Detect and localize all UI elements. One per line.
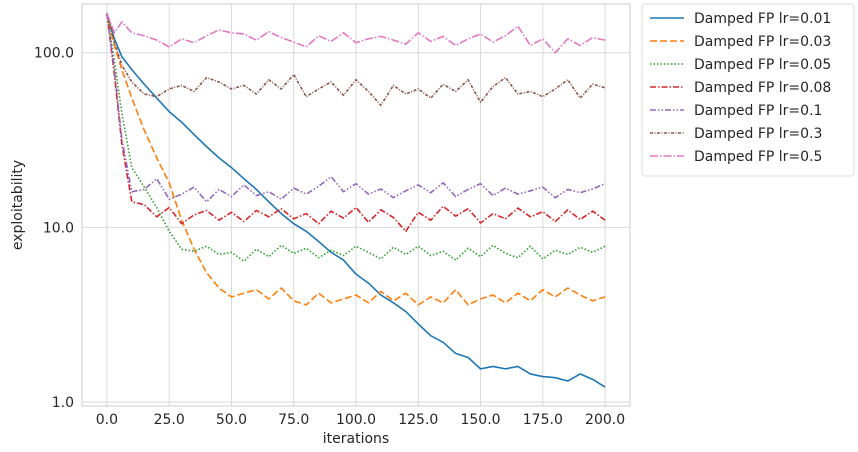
series-line-damped-fp-lr-0-3 [106,13,606,107]
legend-entry-label: Damped FP lr=0.5 [694,149,822,165]
x-tick-label: 25.0 [154,412,185,428]
x-tick-label: 50.0 [216,412,247,428]
legend-box [641,3,855,177]
x-axis-label: iterations [323,431,389,447]
y-axis-label: exploitability [10,160,26,250]
x-tick-label: 100.0 [336,412,376,428]
legend-entry-label: Damped FP lr=0.03 [694,34,831,50]
y-tick-label: 10.0 [43,220,74,236]
legend-entry-label: Damped FP lr=0.1 [694,103,822,119]
legend-entry-label: Damped FP lr=0.3 [694,126,822,142]
legend: Damped FP lr=0.01 Damped FP lr=0.03 Damped… [641,3,855,177]
series-line-damped-fp-lr-0-01 [106,13,606,388]
legend-entry-label: Damped FP lr=0.05 [694,57,831,73]
x-axis-ticks: 0.0 25.0 50.0 75.0 100.0 125.0 150.0 175.0 200.0 [96,412,625,428]
legend-entry-label: Damped FP lr=0.01 [694,11,831,27]
x-tick-label: 200.0 [585,412,625,428]
y-tick-label: 1.0 [52,395,74,411]
x-tick-label: 150.0 [460,412,500,428]
y-tick-label: 100.0 [34,46,74,62]
series-line-damped-fp-lr-0-05 [106,13,606,263]
plot-area [81,3,631,407]
x-tick-label: 125.0 [398,412,438,428]
x-tick-label: 0.0 [96,412,118,428]
legend-entry-label: Damped FP lr=0.08 [694,80,831,96]
series-line-damped-fp-lr-0-1 [106,13,606,203]
x-tick-label: 75.0 [278,412,309,428]
series-line-damped-fp-lr-0-5 [106,13,606,54]
x-tick-label: 175.0 [523,412,563,428]
series-layer [106,13,606,388]
y-axis-ticks: 1.0 10.0 100.0 [34,46,74,411]
series-line-damped-fp-lr-0-08 [106,13,606,233]
grid [82,4,630,406]
series-line-damped-fp-lr-0-03 [106,13,606,306]
